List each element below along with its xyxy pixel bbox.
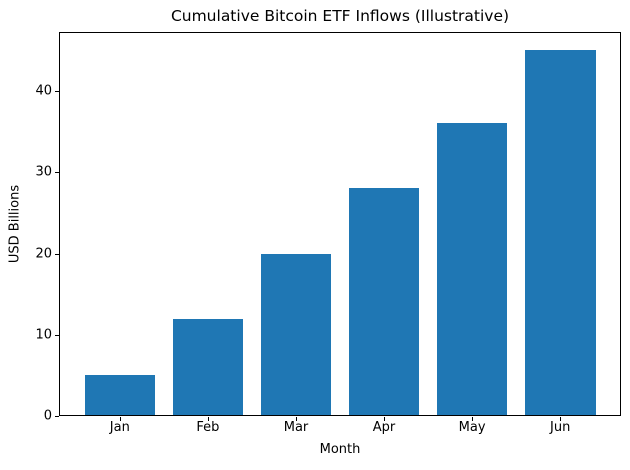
bar-mar: [260, 253, 332, 416]
x-axis-label: Month: [319, 442, 361, 457]
x-tick-mark: [207, 417, 209, 421]
y-tick-mark: [55, 416, 59, 417]
x-tick-mark: [384, 417, 385, 421]
y-tick-label: 20: [35, 246, 52, 261]
x-tick-mark: [119, 417, 121, 421]
x-tick-label-may: May: [458, 420, 486, 435]
y-tick-label: 10: [35, 327, 52, 343]
x-tick-label-jan: Jan: [109, 420, 130, 435]
y-tick-label: 30: [35, 164, 52, 180]
x-tick-label-mar: Mar: [283, 420, 309, 435]
bar-may: [436, 123, 508, 416]
x-tick-label-jun: Jun: [550, 420, 571, 435]
bar-jan: [84, 375, 155, 416]
bar-feb: [172, 318, 244, 416]
y-tick-mark: [55, 172, 59, 174]
bar-jun: [525, 50, 596, 416]
y-tick-label: 0: [43, 408, 52, 424]
chart-title: Cumulative Bitcoin ETF Inflows (Illustra…: [170, 7, 510, 25]
bar-apr: [348, 188, 420, 416]
plot-area: [59, 32, 621, 416]
y-tick-mark: [55, 253, 59, 255]
y-tick-mark: [55, 334, 59, 336]
x-tick-mark: [296, 417, 297, 421]
x-tick-mark: [472, 417, 474, 421]
x-tick-label-apr: Apr: [372, 420, 396, 435]
y-tick-label: 40: [35, 83, 52, 99]
x-tick-mark: [560, 417, 562, 421]
x-tick-label-feb: Feb: [196, 420, 220, 435]
y-tick-mark: [55, 90, 59, 92]
